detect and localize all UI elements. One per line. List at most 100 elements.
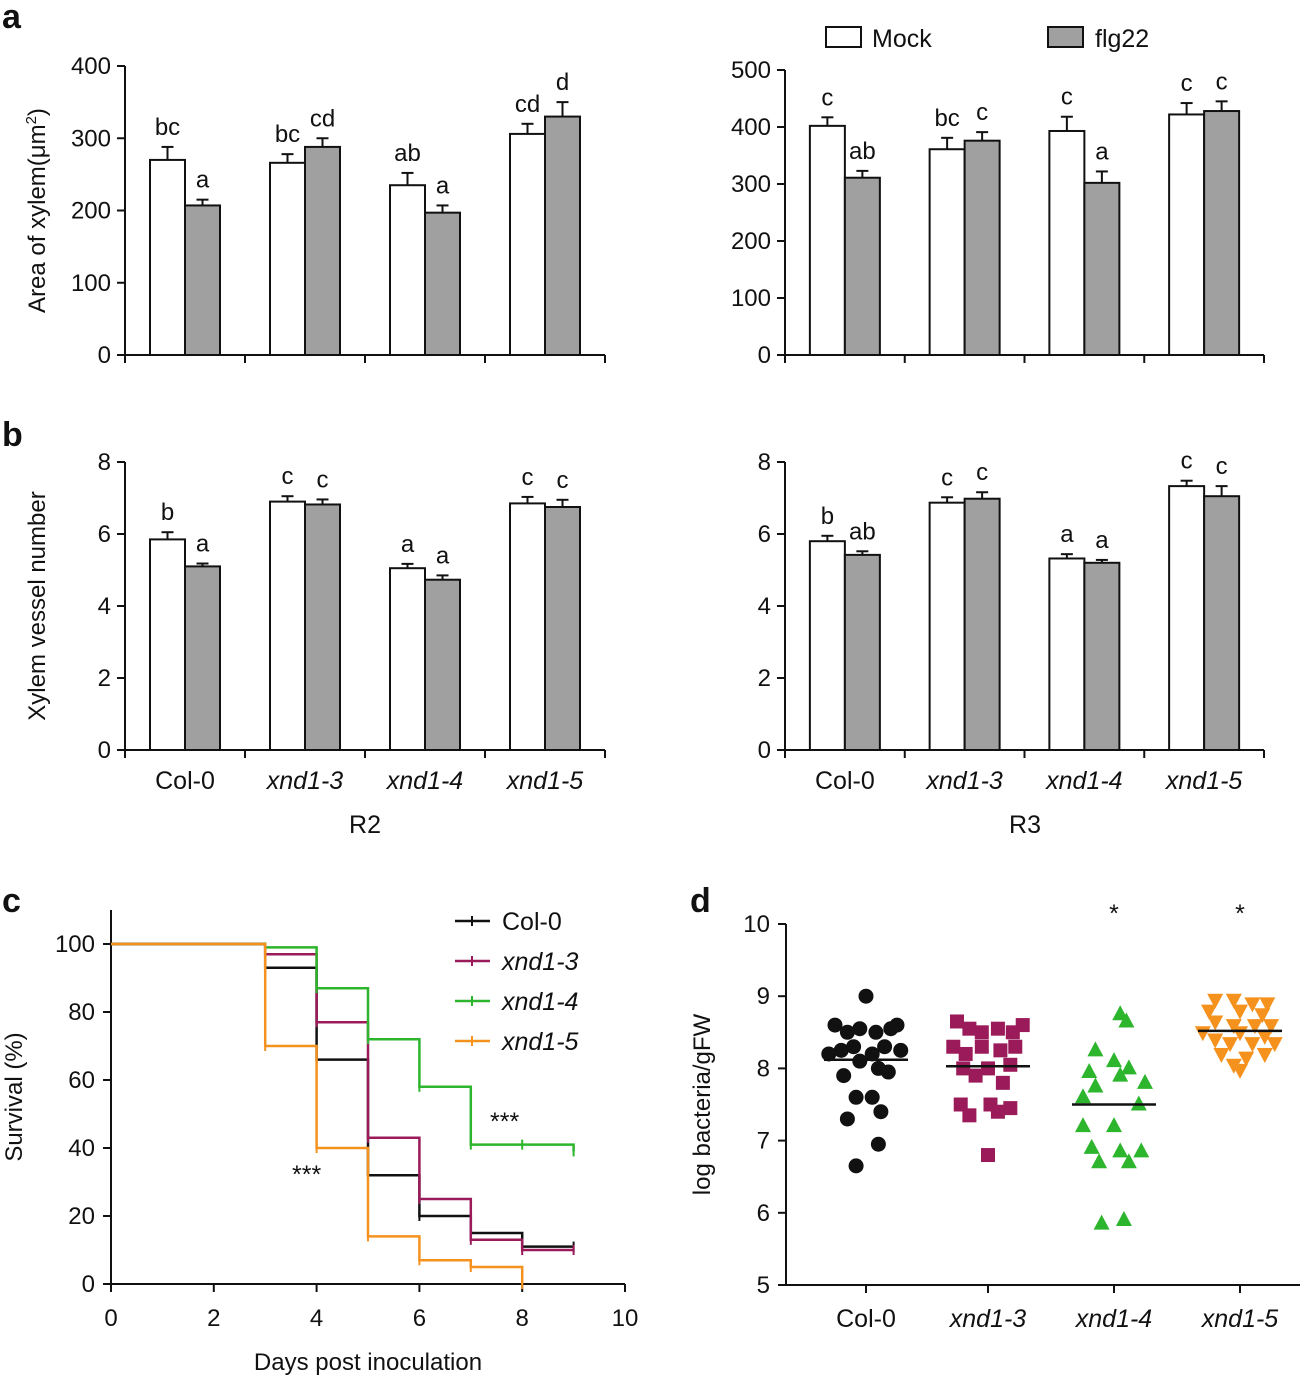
a-r2-sig-letter: a: [196, 167, 210, 194]
b-r2-bar: [184, 565, 221, 752]
a-r2-sig-letter: cd: [515, 91, 540, 118]
a-r3-bar: [928, 148, 966, 356]
c-legend-label: Col-0: [502, 908, 562, 936]
a-r2-bar: [424, 211, 461, 356]
c-ytick-label: 0: [82, 1271, 95, 1298]
d-point: [1266, 1037, 1283, 1053]
c-series-line: [111, 942, 575, 1152]
d-point: [839, 1024, 855, 1040]
b-r3-sig-letter: b: [821, 503, 834, 530]
d-point: [870, 1136, 886, 1152]
d-point: [1115, 1211, 1132, 1227]
d-point: [839, 1111, 855, 1127]
d-point: [962, 1108, 977, 1123]
b-r3-sig-letter: ab: [849, 518, 876, 545]
d-ytick-label: 5: [757, 1272, 770, 1299]
b-r2-bar: [304, 503, 341, 752]
d-point: [1207, 993, 1224, 1009]
b-r3-bar: [1083, 561, 1121, 751]
d-point: [981, 1148, 995, 1163]
label-r2: R2: [349, 811, 381, 839]
d-point: [958, 1046, 973, 1061]
d-point: [1254, 1008, 1271, 1024]
d-point: [873, 1104, 889, 1120]
d-point: [827, 1017, 843, 1033]
c-xtick-label: 10: [612, 1305, 639, 1332]
d-point: [1213, 1047, 1230, 1063]
b-r3-sig-letter: c: [976, 459, 988, 486]
d-ytick-label: 7: [757, 1128, 770, 1155]
panel-letter-c: c: [2, 882, 21, 920]
b-r2-ytick-label: 0: [98, 737, 111, 764]
d-point: [864, 1089, 880, 1105]
a-r3-sig-letter: c: [1181, 70, 1193, 97]
d-point: [1207, 1015, 1224, 1031]
d-point: [1003, 1057, 1018, 1072]
a-r2-bar: [184, 204, 221, 356]
b-r3-ytick-label: 4: [758, 593, 771, 620]
d-point: [1133, 1142, 1150, 1158]
d-point: [1225, 993, 1242, 1009]
b-r3-bar: [1168, 485, 1206, 751]
d-point: [852, 1053, 868, 1069]
b-r3-category-label: Col-0: [815, 767, 875, 795]
c-ytick-label: 80: [68, 999, 95, 1026]
b-r3-sig-letter: c: [941, 464, 953, 491]
b-r2-bar: [269, 500, 306, 751]
d-significance: *: [1109, 900, 1119, 928]
chart-d-bacteria: 5 6 7 8 9 10 log bacteria/gFW Col-0 xnd1-3 xnd1-4…: [689, 900, 1300, 1333]
b-r2-sig-letter: b: [161, 499, 174, 526]
d-point: [1075, 1117, 1091, 1133]
d-point: [1137, 1073, 1153, 1089]
b-r2-sig-letter: a: [196, 531, 210, 558]
d-point: [1256, 1029, 1273, 1045]
c-series-line: [111, 942, 574, 1248]
d-point: [1238, 1051, 1255, 1067]
a-r2-ytick-label: 0: [98, 342, 111, 369]
a-r2-bar: [509, 132, 546, 356]
b-r2-category-label: xnd1-3: [266, 767, 344, 795]
b-r3-ytick-label: 0: [758, 737, 771, 764]
a-r3-ytick-label: 300: [731, 171, 771, 198]
a-r2-y-label-sup: 2: [23, 116, 40, 124]
c-y-label: Survival (%): [1, 1032, 28, 1161]
label-r3: R3: [1009, 811, 1041, 839]
c-x-label: Days post inoculation: [254, 1349, 482, 1376]
d-point: [990, 1104, 1005, 1119]
d-point: [1201, 1004, 1217, 1020]
b-r3-sig-letter: a: [1060, 521, 1074, 548]
d-point: [956, 1061, 971, 1076]
d-point: [1106, 1117, 1122, 1133]
d-point: [1232, 1063, 1248, 1079]
b-r2-sig-letter: c: [557, 467, 569, 494]
a-r3-sig-letter: ab: [849, 138, 876, 165]
b-r2-sig-letter: c: [522, 464, 534, 491]
b-r2-sig-letter: c: [317, 466, 329, 493]
c-xtick-label: 6: [413, 1305, 426, 1332]
b-r3-sig-letter: c: [1216, 453, 1228, 480]
a-r3-sig-letter: a: [1095, 138, 1109, 165]
a-r2-ytick-label: 200: [71, 198, 111, 225]
b-r2-bar: [544, 506, 581, 751]
a-r3-ytick-label: 200: [731, 228, 771, 255]
a-r3-sig-letter: c: [1061, 84, 1073, 111]
d-point: [1244, 1037, 1261, 1053]
panel-letter-a: a: [2, 0, 22, 36]
legend-label-mock: Mock: [872, 25, 932, 53]
d-category-label: Col-0: [836, 1305, 896, 1333]
a-r2-bar: [149, 158, 186, 356]
d-point: [848, 1089, 864, 1105]
a-r2-ytick-label: 100: [71, 270, 111, 297]
panel-letter-b: b: [2, 416, 23, 454]
a-r2-bar: [304, 145, 341, 356]
d-point: [1081, 1063, 1098, 1079]
d-point: [1106, 1052, 1122, 1068]
d-category-label: xnd1-3: [949, 1305, 1027, 1333]
b-r3-ytick-label: 2: [758, 665, 771, 692]
a-r2-bar: [389, 184, 426, 356]
a-r3-ytick-label: 500: [731, 57, 771, 84]
b-r2-sig-letter: a: [436, 542, 450, 569]
